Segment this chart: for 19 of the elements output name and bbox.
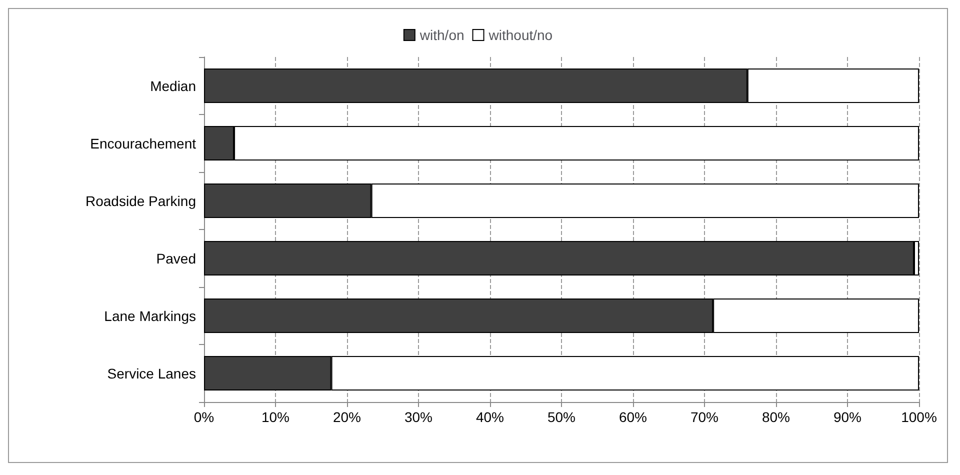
x-tick-label: 30% xyxy=(404,409,433,425)
legend-label: with/on xyxy=(418,27,464,43)
legend-label: without/no xyxy=(488,27,553,43)
y-tick-label: Median xyxy=(150,78,196,94)
x-tick-label: 80% xyxy=(762,409,790,425)
x-tick-label: 50% xyxy=(547,409,576,425)
y-tick-label: Encourachement xyxy=(90,135,196,152)
x-tick-label: 70% xyxy=(690,409,719,425)
x-tick-label: 60% xyxy=(618,409,648,425)
y-tick-label: Paved xyxy=(156,250,196,266)
x-tick-label: 10% xyxy=(261,409,290,425)
y-tick-label: Lane Markings xyxy=(104,308,196,324)
x-tick-label: 0% xyxy=(194,409,214,425)
x-tick-label: 100% xyxy=(901,409,937,425)
x-tick-label: 20% xyxy=(332,409,362,425)
y-tick-label: Roadside Parking xyxy=(85,192,196,209)
x-tick-label: 90% xyxy=(833,409,862,425)
x-tick-label: 40% xyxy=(476,409,504,425)
y-tick-label: Service Lanes xyxy=(107,365,196,382)
